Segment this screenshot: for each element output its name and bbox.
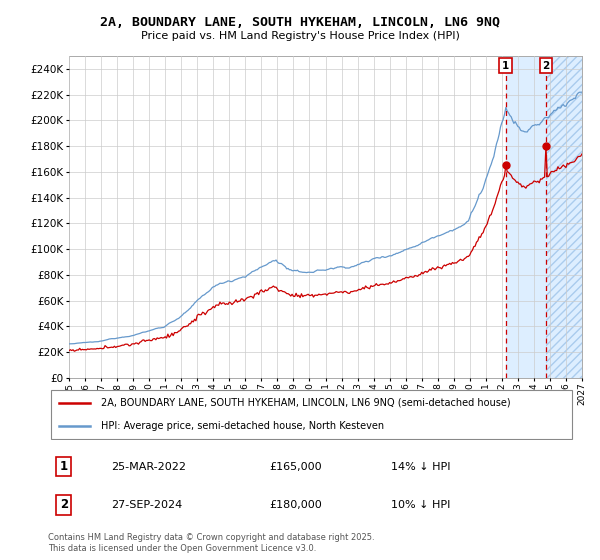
Bar [506,56,582,378]
Text: 2A, BOUNDARY LANE, SOUTH HYKEHAM, LINCOLN, LN6 9NQ (semi-detached house): 2A, BOUNDARY LANE, SOUTH HYKEHAM, LINCOL… [101,398,511,408]
Bar [546,56,582,378]
Text: HPI: Average price, semi-detached house, North Kesteven: HPI: Average price, semi-detached house,… [101,421,384,431]
Text: 2A, BOUNDARY LANE, SOUTH HYKEHAM, LINCOLN, LN6 9NQ: 2A, BOUNDARY LANE, SOUTH HYKEHAM, LINCOL… [100,16,500,29]
Text: Price paid vs. HM Land Registry's House Price Index (HPI): Price paid vs. HM Land Registry's House … [140,31,460,41]
Text: £165,000: £165,000 [270,461,322,472]
FancyBboxPatch shape [50,390,572,438]
Text: 1: 1 [502,61,509,71]
Text: Contains HM Land Registry data © Crown copyright and database right 2025.
This d: Contains HM Land Registry data © Crown c… [48,533,374,553]
Text: 1: 1 [60,460,68,473]
Text: 2: 2 [542,61,550,71]
Text: 14% ↓ HPI: 14% ↓ HPI [391,461,451,472]
Text: 27-SEP-2024: 27-SEP-2024 [112,500,182,510]
Text: 10% ↓ HPI: 10% ↓ HPI [391,500,451,510]
Text: 25-MAR-2022: 25-MAR-2022 [112,461,187,472]
Text: 2: 2 [60,498,68,511]
Text: £180,000: £180,000 [270,500,323,510]
